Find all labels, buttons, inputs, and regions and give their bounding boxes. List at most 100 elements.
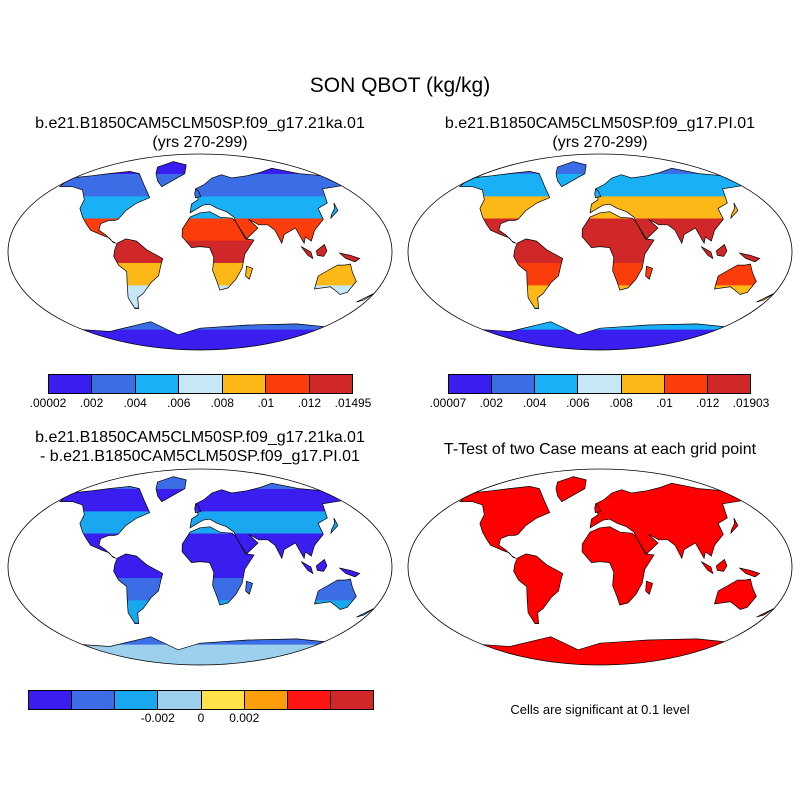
colorbar-tick-label: .00002 — [29, 396, 67, 410]
landmass-australia — [714, 263, 757, 295]
panel-2-case-name: b.e21.B1850CAM5CLM50SP.f09_g17.PI.01 — [444, 115, 756, 132]
colorbar-tick-label: .01495 — [334, 396, 372, 410]
landmass-eurasia — [189, 482, 350, 560]
landmass-greenland — [155, 161, 187, 188]
map-border — [407, 468, 793, 666]
figure-title: SON QBOT (kg/kg) — [309, 74, 491, 97]
colorbar-panel-1-swatch — [222, 375, 267, 393]
panel-3-title: b.e21.B1850CAM5CLM50SP.f09_g17.21ka.01 -… — [0, 428, 400, 466]
colorbar-tick-label: 0.002 — [229, 711, 260, 725]
landmass-borneo — [715, 558, 728, 572]
colorbar-panel-1-swatch — [135, 375, 180, 393]
map-border — [407, 153, 793, 351]
colorbar-panel-1-swatch — [49, 375, 93, 393]
landmass-borneo — [715, 243, 728, 257]
landmass-australia — [314, 578, 357, 610]
landmass-namerica — [58, 486, 151, 559]
landmass-sumatra — [300, 561, 314, 575]
colorbar-tick-label: -0.002 — [140, 711, 175, 725]
colorbar-panel-3-swatch — [115, 691, 159, 709]
landmass-madagascar — [245, 265, 254, 280]
colorbar-panel-2-swatch — [707, 375, 750, 393]
landmass-samerica — [113, 553, 164, 624]
landmass-samerica — [113, 238, 164, 309]
landmass-samerica — [513, 238, 564, 309]
colorbar-tick-label: .002 — [79, 396, 104, 410]
colorbar-panel-3-swatch — [244, 691, 288, 709]
colorbar-panel-1-swatch — [309, 375, 352, 393]
landmass-madagascar — [645, 265, 654, 280]
colorbar-panel-3-swatch — [72, 691, 116, 709]
colorbar-panel-3 — [28, 690, 374, 710]
colorbar-panel-2-swatch — [535, 375, 579, 393]
colorbar-tick-label: .00007 — [429, 396, 467, 410]
landmass-uk — [594, 188, 602, 199]
landmass-madagascar — [245, 580, 254, 595]
landmass-africa — [581, 211, 655, 291]
landmass-sumatra — [300, 246, 314, 260]
panel-1-title: b.e21.B1850CAM5CLM50SP.f09_g17.21ka.01 (… — [0, 114, 400, 152]
colorbar-panel-2-swatch — [664, 375, 708, 393]
map-panel-2 — [407, 153, 793, 351]
colorbar-tick-label: .004 — [522, 396, 547, 410]
panel-1-years: (yrs 270-299) — [152, 134, 248, 151]
colorbar-tick-label: .004 — [123, 396, 147, 410]
colorbar-tick-label: 0 — [197, 711, 205, 725]
landmass-greenland — [555, 476, 587, 503]
landmass-newguinea — [338, 567, 361, 578]
landmass-uk — [194, 503, 202, 514]
landmass-africa — [181, 211, 255, 291]
landmass-eurasia — [589, 167, 750, 245]
colorbar-tick-label: .01 — [656, 396, 673, 410]
map-border — [7, 468, 393, 666]
landmass-borneo — [315, 558, 328, 572]
colorbar-panel-1-swatch — [92, 375, 136, 393]
colorbar-panel-3-swatch — [330, 691, 373, 709]
colorbar-tick-label: .01 — [257, 396, 275, 410]
colorbar-panel-1 — [48, 374, 353, 394]
landmass-japan — [730, 517, 739, 535]
panel-2-title: b.e21.B1850CAM5CLM50SP.f09_g17.PI.01 (yr… — [400, 114, 800, 152]
colorbar-panel-2-swatch — [449, 375, 493, 393]
colorbar-panel-3-swatch — [201, 691, 245, 709]
landmass-sumatra — [700, 561, 714, 575]
map-border — [7, 153, 393, 351]
landmass-uk — [194, 188, 202, 199]
colorbar-tick-label: .01903 — [732, 396, 770, 410]
landmass-eurasia — [589, 482, 750, 560]
landmass-newguinea — [738, 567, 761, 578]
colorbar-panel-1-swatch — [179, 375, 223, 393]
colorbar-panel-3-swatch — [158, 691, 202, 709]
colorbar-panel-2-swatch — [492, 375, 536, 393]
landmass-africa — [581, 526, 655, 606]
panel-3-case-name: b.e21.B1850CAM5CLM50SP.f09_g17.21ka.01 — [35, 429, 365, 446]
colorbar-panel-2-swatch — [621, 375, 665, 393]
landmass-sumatra — [700, 246, 714, 260]
colorbar-tick-label: .012 — [297, 396, 322, 410]
panel-1-case-name: b.e21.B1850CAM5CLM50SP.f09_g17.21ka.01 — [35, 115, 365, 132]
panel-2-years: (yrs 270-299) — [552, 134, 648, 151]
significance-note: Cells are significant at 0.1 level — [510, 702, 690, 717]
colorbar-panel-2 — [448, 374, 751, 394]
landmass-namerica — [458, 486, 551, 559]
landmass-africa — [181, 526, 255, 606]
colorbar-tick-label: .006 — [167, 396, 191, 410]
colorbar-tick-label: .006 — [566, 396, 590, 410]
map-panel-1 — [7, 153, 393, 351]
landmass-samerica — [513, 553, 564, 624]
landmass-japan — [330, 202, 339, 220]
landmass-newguinea — [738, 252, 761, 263]
colorbar-panel-1-swatch — [266, 375, 310, 393]
landmass-australia — [714, 578, 757, 610]
landmass-namerica — [458, 171, 551, 244]
colorbar-panel-3-swatch — [287, 691, 331, 709]
colorbar-panel-2-swatch — [578, 375, 622, 393]
colorbar-panel-3-swatch — [29, 691, 73, 709]
panel-4-title: T-Test of two Case means at each grid po… — [443, 441, 757, 458]
landmass-australia — [314, 263, 357, 295]
map-panel-4 — [407, 468, 793, 666]
map-panel-3 — [7, 468, 393, 666]
colorbar-tick-label: .012 — [696, 396, 720, 410]
landmass-eurasia — [189, 167, 350, 245]
landmass-namerica — [58, 171, 151, 244]
